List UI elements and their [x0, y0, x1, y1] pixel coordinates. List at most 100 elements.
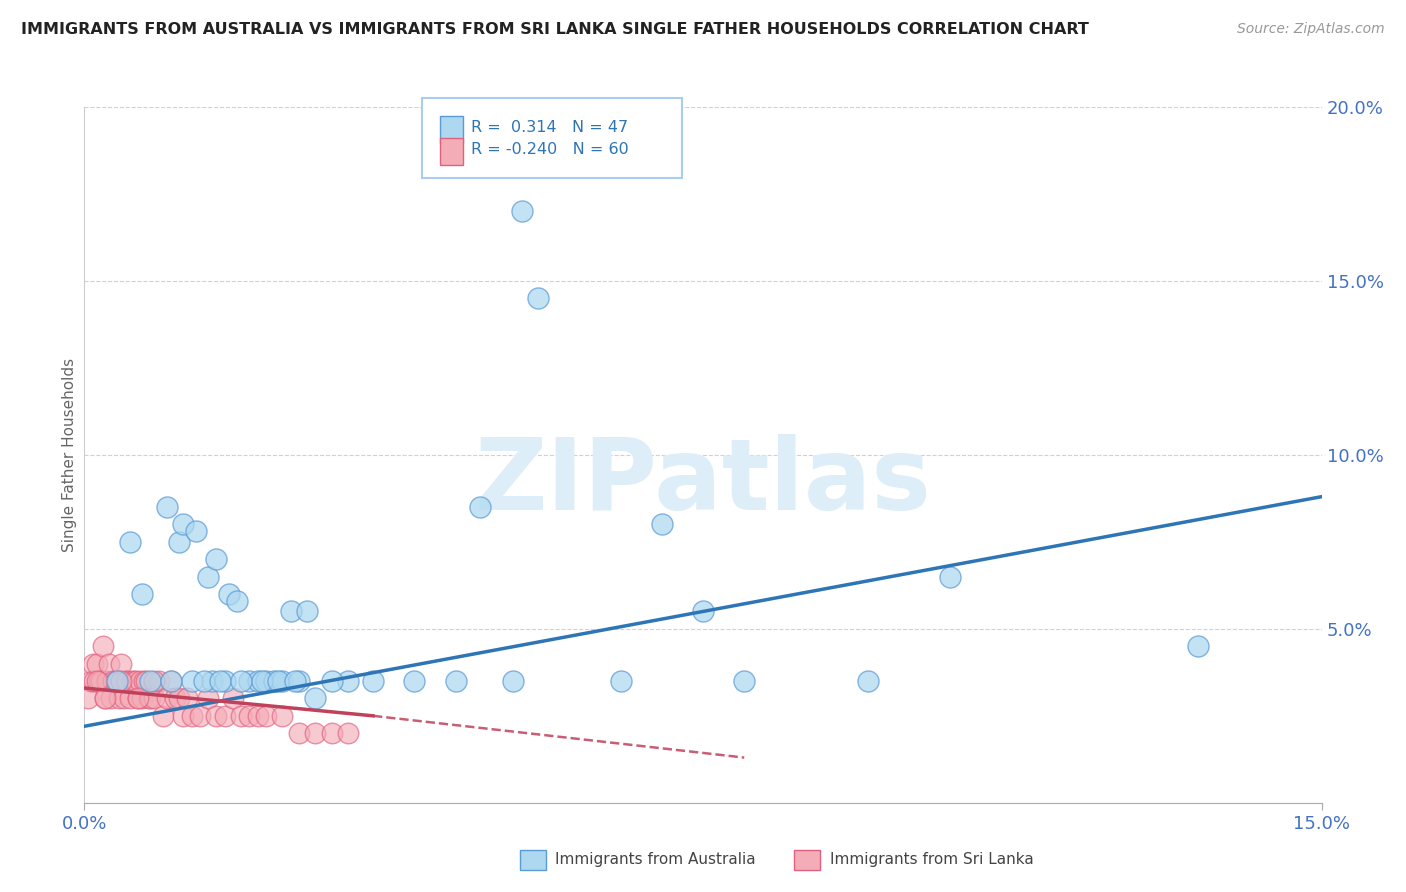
- Point: [304, 726, 326, 740]
- Point: [510, 204, 533, 219]
- Point: [167, 534, 190, 549]
- Point: [127, 691, 149, 706]
- Point: [103, 674, 125, 689]
- Point: [527, 291, 550, 305]
- Point: [94, 691, 117, 706]
- Point: [172, 708, 194, 723]
- Point: [502, 674, 524, 689]
- Point: [110, 657, 132, 671]
- Point: [139, 674, 162, 689]
- Point: [105, 674, 128, 689]
- Point: [172, 517, 194, 532]
- Point: [444, 674, 467, 689]
- Point: [218, 587, 240, 601]
- Point: [167, 691, 190, 706]
- Point: [184, 524, 207, 539]
- Point: [209, 674, 232, 689]
- Point: [131, 691, 153, 706]
- Point: [180, 674, 202, 689]
- Point: [1187, 639, 1209, 653]
- Point: [160, 674, 183, 689]
- Point: [118, 534, 141, 549]
- Point: [295, 605, 318, 619]
- Text: IMMIGRANTS FROM AUSTRALIA VS IMMIGRANTS FROM SRI LANKA SINGLE FATHER HOUSEHOLDS : IMMIGRANTS FROM AUSTRALIA VS IMMIGRANTS …: [21, 22, 1090, 37]
- Point: [90, 674, 112, 689]
- Point: [214, 708, 236, 723]
- Point: [238, 708, 260, 723]
- Point: [651, 517, 673, 532]
- Point: [124, 674, 146, 689]
- Point: [156, 500, 179, 514]
- Point: [104, 674, 127, 689]
- Point: [856, 674, 879, 689]
- Point: [94, 691, 117, 706]
- Point: [609, 674, 631, 689]
- Point: [284, 674, 307, 689]
- Point: [337, 726, 360, 740]
- Text: R =  0.314   N = 47: R = 0.314 N = 47: [471, 120, 628, 135]
- Text: R = -0.240   N = 60: R = -0.240 N = 60: [471, 142, 628, 157]
- Point: [271, 708, 294, 723]
- Point: [89, 674, 111, 689]
- Point: [131, 587, 153, 601]
- Point: [118, 691, 141, 706]
- Point: [165, 691, 187, 706]
- Point: [138, 691, 160, 706]
- Text: Immigrants from Australia: Immigrants from Australia: [555, 853, 756, 867]
- Point: [250, 674, 273, 689]
- Point: [114, 674, 136, 689]
- Text: Source: ZipAtlas.com: Source: ZipAtlas.com: [1237, 22, 1385, 37]
- Point: [152, 708, 174, 723]
- Point: [229, 674, 252, 689]
- Point: [321, 674, 343, 689]
- Point: [271, 674, 294, 689]
- Point: [263, 674, 285, 689]
- Point: [83, 674, 105, 689]
- Point: [117, 674, 139, 689]
- Point: [254, 708, 277, 723]
- Point: [188, 708, 211, 723]
- Point: [692, 605, 714, 619]
- Point: [160, 674, 183, 689]
- Point: [470, 500, 492, 514]
- Text: Immigrants from Sri Lanka: Immigrants from Sri Lanka: [830, 853, 1033, 867]
- Point: [205, 708, 228, 723]
- Point: [91, 639, 114, 653]
- Point: [238, 674, 260, 689]
- Point: [201, 674, 224, 689]
- Point: [112, 691, 135, 706]
- Point: [143, 691, 166, 706]
- Point: [82, 657, 104, 671]
- Point: [100, 691, 122, 706]
- Point: [193, 674, 215, 689]
- Text: ZIPatlas: ZIPatlas: [475, 434, 931, 532]
- Point: [86, 674, 108, 689]
- Point: [139, 691, 162, 706]
- Point: [135, 674, 157, 689]
- Point: [939, 570, 962, 584]
- Point: [98, 657, 121, 671]
- Point: [77, 691, 100, 706]
- Point: [226, 594, 249, 608]
- Point: [267, 674, 290, 689]
- Point: [254, 674, 277, 689]
- Point: [361, 674, 384, 689]
- Point: [197, 691, 219, 706]
- Point: [176, 691, 198, 706]
- Point: [122, 674, 145, 689]
- Point: [321, 726, 343, 740]
- Point: [127, 691, 149, 706]
- Point: [280, 605, 302, 619]
- Point: [105, 674, 128, 689]
- Point: [80, 674, 103, 689]
- Point: [148, 674, 170, 689]
- Point: [404, 674, 426, 689]
- Point: [110, 674, 132, 689]
- Point: [337, 674, 360, 689]
- Point: [132, 674, 155, 689]
- Point: [304, 691, 326, 706]
- Point: [108, 691, 131, 706]
- Point: [197, 570, 219, 584]
- Point: [222, 691, 245, 706]
- Point: [143, 674, 166, 689]
